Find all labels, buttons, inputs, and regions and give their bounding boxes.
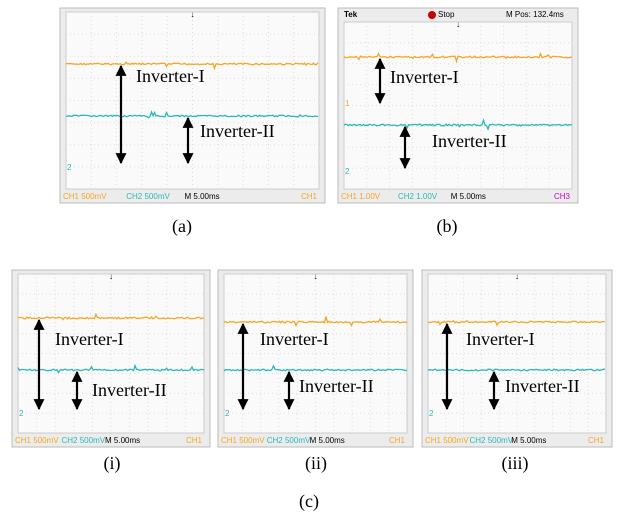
trace-label: Inverter-II xyxy=(505,376,580,396)
trigger-marker: ↓ xyxy=(191,10,195,19)
trace-label: Inverter-II xyxy=(299,376,374,396)
trace-label: Inverter-I xyxy=(55,329,124,349)
panel-caption: (ii) xyxy=(305,453,327,474)
header-text: Tek xyxy=(344,10,358,19)
channel-marker: 2 xyxy=(345,167,350,176)
footer-text: CH2 1.00V xyxy=(398,192,438,201)
trace-label: Inverter-I xyxy=(466,329,535,349)
footer-text: CH1 xyxy=(389,436,406,445)
footer-text: M 5.00ms xyxy=(185,192,220,201)
channel-marker: 1 xyxy=(345,99,350,108)
scope-screen xyxy=(344,22,572,189)
trigger-marker: ↓ xyxy=(456,20,460,29)
footer-text: CH1 500mV xyxy=(15,436,59,445)
scope-screen xyxy=(224,274,407,433)
trigger-marker: ↓ xyxy=(515,272,519,281)
footer-text: M 5.00ms xyxy=(511,436,546,445)
scope-panel: ↓ 2 CH1 500mV CH2 500mV M 5.00ms CH1 Inverter-… xyxy=(60,8,325,237)
footer-text: CH1 1.00V xyxy=(341,192,381,201)
footer-text: CH1 500mV xyxy=(425,436,469,445)
trace-label: Inverter-II xyxy=(200,121,275,141)
channel-marker: 2 xyxy=(225,409,230,418)
footer-text: M 5.00ms xyxy=(310,436,345,445)
trigger-marker: ↓ xyxy=(314,272,318,281)
trace-label: Inverter-II xyxy=(92,380,167,400)
header-text: M Pos: 132.4ms xyxy=(506,10,564,19)
trace-label: Inverter-II xyxy=(432,131,507,151)
footer-text: CH1 500mV xyxy=(221,436,265,445)
footer-text: CH2 500mV xyxy=(62,436,106,445)
footer-text: CH1 xyxy=(186,436,203,445)
stop-icon xyxy=(428,11,436,19)
trigger-marker: ↓ xyxy=(109,272,113,281)
panel-caption: (a) xyxy=(172,216,192,237)
channel-marker: 2 xyxy=(67,163,72,172)
trace-label: Inverter-I xyxy=(390,67,459,87)
header-text: Stop xyxy=(438,10,455,19)
footer-text: CH1 xyxy=(588,436,605,445)
footer-text: CH1 500mV xyxy=(63,192,107,201)
footer-text: CH2 500mV xyxy=(126,192,170,201)
footer-text: M 5.00ms xyxy=(451,192,486,201)
channel-marker: 2 xyxy=(429,409,434,418)
group-caption: (c) xyxy=(299,491,319,512)
footer-text: CH2 500mV xyxy=(267,436,311,445)
footer-text: M 5.00ms xyxy=(105,436,140,445)
channel-marker: 2 xyxy=(19,409,24,418)
footer-text: CH3 xyxy=(554,192,571,201)
footer-text: CH2 500mV xyxy=(470,436,514,445)
trace-label: Inverter-I xyxy=(136,66,205,86)
scope-panel: ↓ Tek Stop M Pos: 132.4ms 1 2 CH1 1.00V CH2 1.0… xyxy=(338,8,578,237)
panel-caption: (b) xyxy=(437,216,458,237)
footer-text: CH1 xyxy=(301,192,318,201)
trace-label: Inverter-I xyxy=(260,329,329,349)
panel-caption: (iii) xyxy=(502,453,529,474)
figure: (c) ↓2CH1 500mVCH2 500mVM 5.00msCH1Inver… xyxy=(0,0,619,521)
panel-caption: (i) xyxy=(104,453,121,474)
